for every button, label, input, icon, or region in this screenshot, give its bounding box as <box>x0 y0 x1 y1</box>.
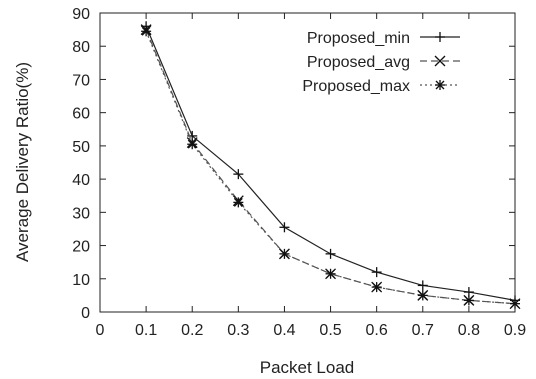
x-tick-label: 0.2 <box>181 322 203 339</box>
x-tick-label: 0.9 <box>504 322 526 339</box>
data-point <box>371 267 382 278</box>
series-line <box>145 31 516 305</box>
data-point-marker <box>464 295 474 305</box>
data-point-marker <box>418 290 428 300</box>
x-tick-label: 0.6 <box>366 322 388 339</box>
legend-swatch-marker <box>435 80 445 90</box>
legend-label: Proposed_min <box>307 30 410 47</box>
y-tick-label: 30 <box>72 205 90 222</box>
legend-item: Proposed_avg <box>307 54 460 71</box>
legend-item: Proposed_min <box>307 30 460 47</box>
x-tick-label: 0 <box>96 322 105 339</box>
y-tick-label: 70 <box>72 72 90 89</box>
y-tick-label: 40 <box>72 172 90 189</box>
y-tick-label: 60 <box>72 106 90 123</box>
x-axis-title: Packet Load <box>260 358 355 377</box>
y-tick-label: 0 <box>81 305 90 322</box>
y-tick-label: 10 <box>72 272 90 289</box>
legend-label: Proposed_max <box>302 78 410 95</box>
data-point <box>325 268 336 279</box>
data-point <box>233 197 244 208</box>
data-point <box>233 169 244 180</box>
plot-frame <box>99 12 516 313</box>
legend-item: Proposed_max <box>302 78 460 95</box>
data-point-marker <box>141 26 151 36</box>
data-point-marker <box>372 282 382 292</box>
axis-ticks: 0 0.1 0.2 0.3 0.4 0.5 0.6 0.7 0.8 0.9 0 10 20 30 40 50 6… <box>72 6 526 339</box>
y-tick-label: 50 <box>72 139 90 156</box>
x-tick-label: 0.1 <box>135 322 157 339</box>
y-tick-label: 20 <box>72 239 90 256</box>
data-point <box>279 248 290 259</box>
x-tick-label: 0.8 <box>458 322 480 339</box>
series-proposed-max <box>141 26 520 309</box>
x-tick-label: 0.4 <box>273 322 295 339</box>
legend: Proposed_min Proposed_avg Proposed_max <box>302 30 460 95</box>
data-point-marker <box>187 139 197 149</box>
data-point <box>141 26 152 37</box>
plot-area <box>99 12 516 313</box>
data-point <box>371 282 382 293</box>
data-point <box>279 222 290 233</box>
data-point <box>510 298 520 309</box>
data-point <box>187 139 198 150</box>
x-tick-label: 0.5 <box>319 322 341 339</box>
data-point-marker <box>326 269 336 279</box>
data-point-marker <box>279 249 289 259</box>
legend-label: Proposed_avg <box>307 54 410 71</box>
data-point-marker <box>233 197 243 207</box>
data-point <box>417 280 428 291</box>
y-tick-label: 80 <box>72 39 90 56</box>
data-point <box>417 290 428 301</box>
data-point <box>325 248 336 259</box>
x-tick-label: 0.7 <box>412 322 434 339</box>
legend-swatch-marker <box>434 55 446 67</box>
data-point <box>463 295 474 306</box>
x-tick-label: 0.3 <box>227 322 249 339</box>
y-axis-title: Average Delivery Ratio(%) <box>13 62 32 262</box>
y-tick-label: 90 <box>72 6 90 23</box>
data-point-marker <box>510 299 520 309</box>
series-layer <box>140 21 521 310</box>
